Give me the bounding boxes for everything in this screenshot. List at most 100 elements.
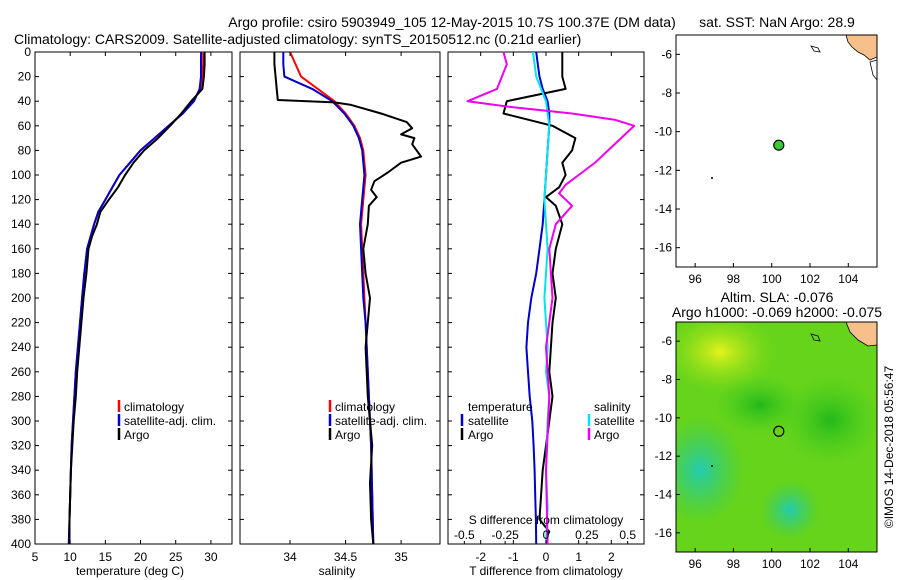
x-tick-label: 2 <box>608 550 615 564</box>
legend-label-t-satellite: satellite <box>468 414 509 428</box>
sst-map-frame <box>675 34 878 268</box>
map-x-tick-label: 98 <box>727 272 741 286</box>
land-shape <box>845 322 877 347</box>
sst-map-land <box>711 35 877 179</box>
map-y-tick-label: -16 <box>655 241 673 255</box>
y-tick-label: 360 <box>11 488 31 502</box>
sla-heatmap <box>676 322 877 552</box>
series-line-argo <box>273 52 423 545</box>
x-tick-label: 25 <box>169 550 183 564</box>
x-tick-label: 35 <box>394 550 408 564</box>
y-tick-label: 340 <box>11 463 31 477</box>
map-y-tick-label: -8 <box>661 86 672 100</box>
legend-title-temperature: temperature <box>468 400 533 414</box>
sst-map-panel: sat. SST: NaN Argo: 28.9 96 98 100 102 104 -6… <box>655 14 878 286</box>
map-y-tick-label: -10 <box>655 125 673 139</box>
series-line-satellite-adj-clim- <box>67 52 202 545</box>
y-tick-label: 160 <box>11 242 31 256</box>
legend-title-salinity: salinity <box>594 400 631 414</box>
figure-title-line1: Argo profile: csiro 5903949_105 12-May-2… <box>228 14 676 30</box>
series-line-climatology <box>67 52 205 545</box>
x-tick-label: 34 <box>283 550 297 564</box>
temperature-axes-frame <box>34 51 233 545</box>
t-difference-x-label: T difference from climatology <box>469 564 623 578</box>
sla-map-frame <box>675 321 878 553</box>
map-x-tick-label: 104 <box>838 557 858 571</box>
island-outline <box>869 59 877 81</box>
legend-label-argo: Argo <box>335 428 361 442</box>
map-x-tick-label: 98 <box>727 557 741 571</box>
y-tick-label: 200 <box>11 291 31 305</box>
sla-map-title-line1: Altim. SLA: -0.076 <box>721 289 834 305</box>
temperature-legend: climatology satellite-adj. clim. Argo <box>117 400 216 442</box>
sla-mid-patch <box>715 375 805 435</box>
sla-map-panel: Altim. SLA: -0.076 Argo h1000: -0.069 h2… <box>655 289 883 571</box>
argo-location-marker <box>773 139 785 151</box>
sla-low-patch <box>676 415 745 525</box>
difference-legend: temperature satellite Argo salinity sate… <box>460 400 635 442</box>
temperature-x-label: temperature (deg C) <box>76 564 184 578</box>
y-tick-label: 400 <box>11 537 31 551</box>
map-y-tick-label: -16 <box>655 526 673 540</box>
y-tick-label: 80 <box>18 143 32 157</box>
y-tick-label: 300 <box>11 414 31 428</box>
map-y-tick-label: -12 <box>655 449 673 463</box>
sst-map-title: sat. SST: NaN Argo: 28.9 <box>699 14 855 30</box>
series-line-argo <box>68 52 206 544</box>
map-y-tick-label: -6 <box>661 47 672 61</box>
y-tick-label: 140 <box>11 217 31 231</box>
legend-label-t-argo: Argo <box>468 428 494 442</box>
s-tick-label: 0.25 <box>575 528 599 542</box>
island-dot <box>711 465 713 467</box>
x-tick-label: 1 <box>575 550 582 564</box>
y-tick-label: 100 <box>11 168 31 182</box>
map-y-tick-label: -14 <box>655 202 673 216</box>
map-y-tick-label: -6 <box>661 334 672 348</box>
y-tick-label: 320 <box>11 439 31 453</box>
x-tick-label: 20 <box>134 550 148 564</box>
map-y-tick-label: -14 <box>655 488 673 502</box>
salinity-x-label: salinity <box>319 564 356 578</box>
series-line-s-argo <box>466 51 636 545</box>
island-dot <box>711 177 713 179</box>
sla-mid-patch <box>780 375 877 465</box>
difference-profile-panel: -2 -1 0 1 2 -0.5 -0.25 0 0.25 0.5 T difference fr… <box>447 51 645 578</box>
y-tick-label: 180 <box>11 266 31 280</box>
argo-location-marker <box>773 425 785 437</box>
map-y-tick-label: -10 <box>655 411 673 425</box>
legend-label-climatology: climatology <box>124 400 184 414</box>
figure-title-line2: Climatology: CARS2009. Satellite-adjuste… <box>14 31 581 47</box>
y-tick-label: 40 <box>18 94 32 108</box>
salinity-legend: climatology satellite-adj. clim. Argo <box>328 400 427 442</box>
x-tick-label: 5 <box>32 550 39 564</box>
map-x-tick-label: 96 <box>688 272 702 286</box>
sst-map-background <box>676 35 877 267</box>
land-shape <box>845 35 877 61</box>
map-x-tick-label: 100 <box>762 557 782 571</box>
map-x-tick-label: 100 <box>762 272 782 286</box>
imos-timestamp: ©IMOS 14-Dec-2018 05:56:47 <box>882 366 896 529</box>
sla-map-title-line2: Argo h1000: -0.069 h2000: -0.075 <box>672 304 882 320</box>
y-tick-label: 240 <box>11 340 31 354</box>
legend-label-climatology: climatology <box>335 400 395 414</box>
series-line-climatology <box>289 51 375 545</box>
island-outline <box>810 333 821 342</box>
map-y-tick-label: -8 <box>661 373 672 387</box>
salinity-profile-panel: 34 34.5 35 salinity climatology satellite-… <box>239 51 441 578</box>
x-tick-label: -1 <box>508 550 519 564</box>
y-tick-label: 60 <box>18 119 32 133</box>
y-tick-label: 120 <box>11 193 31 207</box>
x-tick-label: 15 <box>99 550 113 564</box>
s-difference-x-label: S difference from climatology <box>469 513 624 527</box>
island-outline <box>810 45 821 53</box>
sla-low-patch <box>760 480 820 540</box>
map-x-tick-label: 102 <box>800 557 820 571</box>
legend-label-s-argo: Argo <box>594 428 620 442</box>
legend-label-argo: Argo <box>124 428 150 442</box>
y-tick-label: 220 <box>11 316 31 330</box>
series-line-t-argo <box>502 52 577 545</box>
legend-label-satellite: satellite-adj. clim. <box>335 414 427 428</box>
s-tick-label: 0.5 <box>619 528 636 542</box>
temperature-profile-panel: 0 20 40 60 80 100 120 140 160 180 200 220 240 260 280 3… <box>11 45 233 578</box>
y-tick-label: 20 <box>18 70 32 84</box>
